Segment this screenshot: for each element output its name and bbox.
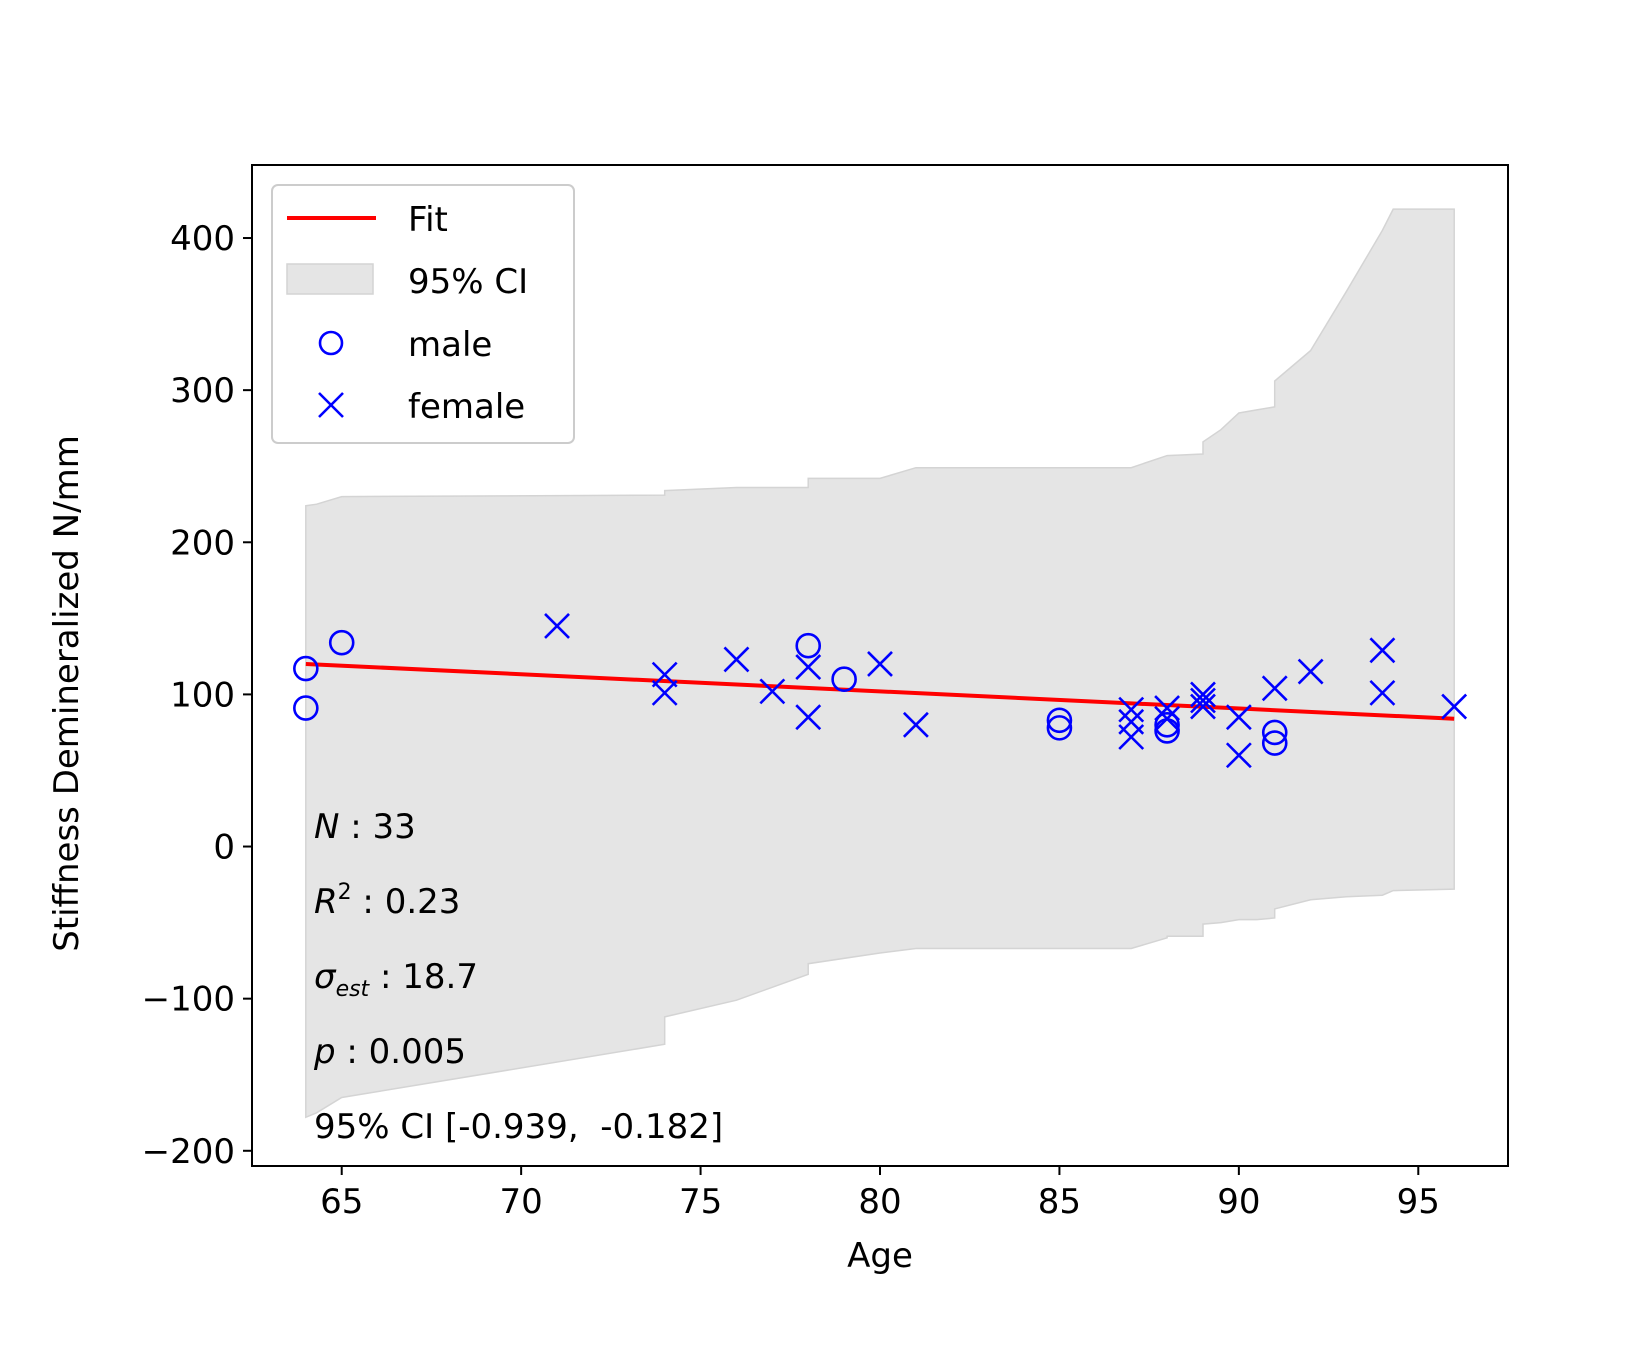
stat-r2: R2 : 0.23	[314, 880, 460, 922]
female-point	[1118, 696, 1145, 723]
legend-label-male: male	[408, 325, 492, 365]
female-point	[1190, 687, 1216, 714]
x-tick-label: 65	[320, 1182, 363, 1222]
stat-ci: 95% CI [-0.939, -0.182]	[314, 1107, 723, 1147]
female-point	[651, 661, 678, 688]
x-tick-label: 85	[1038, 1182, 1081, 1222]
male-point	[328, 629, 355, 656]
female-point	[759, 678, 786, 705]
female-point	[723, 646, 750, 673]
stat-n: N : 33	[314, 807, 416, 847]
female-point	[1190, 681, 1216, 708]
legend-label-female: female	[408, 387, 525, 427]
stat-sigma: σest : 18.7	[314, 957, 478, 1002]
female-point	[1225, 742, 1252, 769]
female-point	[795, 654, 822, 680]
female-point	[1225, 704, 1252, 731]
female-point	[1261, 675, 1288, 702]
x-tick-label: 75	[679, 1182, 722, 1222]
female-point	[1190, 693, 1216, 720]
male-point	[1154, 712, 1180, 738]
legend-frame	[271, 184, 575, 444]
y-axis-label: Stiffness Demineralized N/mm	[47, 435, 87, 952]
y-tick-label: −200	[142, 1132, 235, 1172]
y-tick-label: 300	[170, 371, 235, 411]
female-point	[1154, 705, 1181, 732]
y-tick-label: −100	[142, 980, 235, 1020]
axis-ticks: 65 70 75 80 85 90 95 −200 −100 0 100 200 300 400	[142, 219, 1440, 1222]
female-point	[1441, 693, 1468, 720]
male-point	[795, 632, 822, 659]
female-point	[1154, 695, 1181, 722]
x-tick-label: 80	[858, 1182, 901, 1222]
female-point	[795, 704, 822, 731]
female-point	[902, 711, 929, 738]
y-tick-label: 200	[170, 523, 235, 563]
female-point	[1297, 658, 1324, 685]
x-axis-label: Age	[847, 1236, 913, 1276]
legend-male-marker	[318, 330, 344, 356]
data-points	[293, 613, 1468, 769]
female-point	[867, 651, 893, 677]
y-tick-label: 400	[170, 219, 235, 259]
male-point	[293, 695, 319, 721]
x-tick-label: 90	[1217, 1182, 1260, 1222]
legend-label-ci: 95% CI	[408, 262, 528, 302]
female-point	[1118, 724, 1145, 750]
male-point	[1261, 719, 1288, 746]
axes-frame	[251, 164, 1509, 1167]
male-point	[1046, 715, 1073, 741]
legend-label-fit: Fit	[408, 200, 448, 240]
x-tick-label: 95	[1397, 1182, 1440, 1222]
legend-ci-swatch	[286, 263, 374, 295]
stat-p: p : 0.005	[313, 1032, 466, 1072]
x-tick-label: 70	[500, 1182, 543, 1222]
legend-female-marker	[318, 392, 344, 418]
female-point	[544, 613, 570, 639]
female-point	[651, 679, 678, 706]
male-point	[1046, 707, 1073, 734]
plot-area	[293, 208, 1468, 1119]
stats-annotation: N : 33 R2 : 0.23 σest : 18.7 p : 0.005 9…	[313, 807, 723, 1147]
male-point	[293, 655, 319, 682]
legend: Fit 95% CI male female	[271, 184, 575, 444]
female-point	[1369, 637, 1396, 664]
fit-line	[305, 661, 1455, 721]
y-tick-label: 100	[170, 675, 235, 715]
male-point	[831, 666, 857, 692]
y-tick-label: 0	[213, 828, 235, 868]
female-point	[1369, 679, 1396, 706]
male-point	[1261, 730, 1288, 756]
